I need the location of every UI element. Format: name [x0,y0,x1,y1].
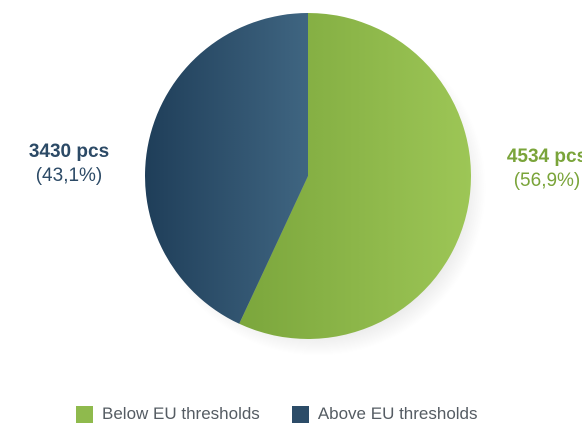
legend-swatch-above-eu [291,405,309,423]
data-label-above-eu-percent: (43,1%) [35,165,103,186]
legend-item-above-eu: Above EU thresholds [291,404,478,424]
data-label-below-eu: 4534 pcs (56,9%) [492,145,582,193]
data-label-below-eu-count: 4534 pcs [506,146,582,167]
legend-label-above-eu: Above EU thresholds [317,404,478,423]
legend-label-below-eu: Below EU thresholds [102,404,260,423]
legend-item-below-eu: Below EU thresholds [76,404,260,424]
pie-slice-below-eu [239,13,472,339]
data-label-above-eu: 3430 pcs (43,1%) [14,140,124,188]
data-label-above-eu-count: 3430 pcs [28,141,110,162]
legend: Below EU thresholds Above EU thresholds [76,404,510,424]
legend-swatch-below-eu [76,405,93,423]
pie-slice-above-eu [145,13,308,324]
data-label-below-eu-percent: (56,9%) [513,170,581,191]
